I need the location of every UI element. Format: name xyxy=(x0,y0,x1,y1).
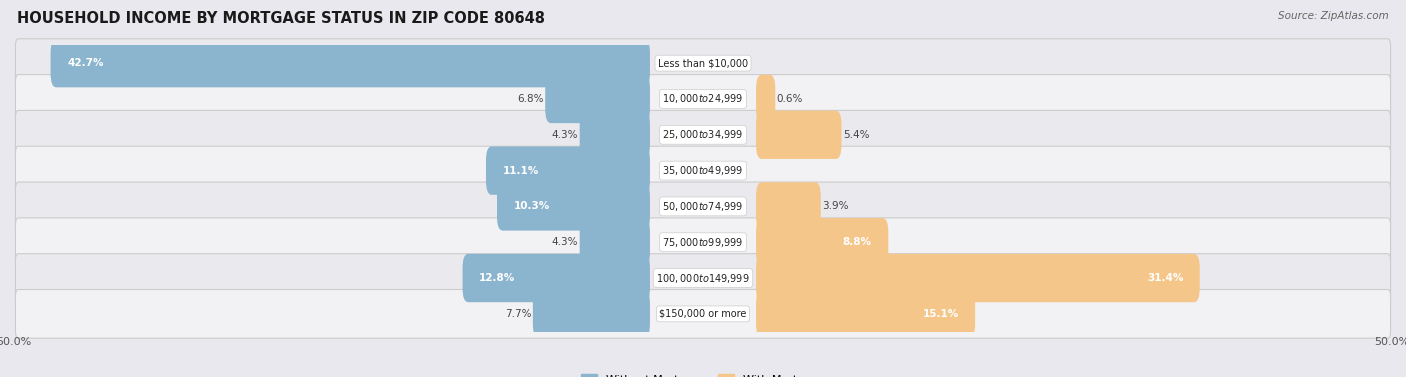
FancyBboxPatch shape xyxy=(15,110,1391,159)
Text: $25,000 to $34,999: $25,000 to $34,999 xyxy=(662,128,744,141)
Legend: Without Mortgage, With Mortgage: Without Mortgage, With Mortgage xyxy=(576,370,830,377)
FancyBboxPatch shape xyxy=(51,39,650,87)
FancyBboxPatch shape xyxy=(579,218,650,267)
Text: 6.8%: 6.8% xyxy=(517,94,544,104)
Text: $150,000 or more: $150,000 or more xyxy=(659,309,747,319)
Text: HOUSEHOLD INCOME BY MORTGAGE STATUS IN ZIP CODE 80648: HOUSEHOLD INCOME BY MORTGAGE STATUS IN Z… xyxy=(17,11,546,26)
FancyBboxPatch shape xyxy=(496,182,650,231)
FancyBboxPatch shape xyxy=(486,146,650,195)
FancyBboxPatch shape xyxy=(15,290,1391,338)
Text: 4.3%: 4.3% xyxy=(551,237,578,247)
Text: 4.3%: 4.3% xyxy=(551,130,578,140)
Text: 3.9%: 3.9% xyxy=(823,201,849,211)
FancyBboxPatch shape xyxy=(579,110,650,159)
FancyBboxPatch shape xyxy=(546,75,650,123)
Text: 42.7%: 42.7% xyxy=(67,58,104,68)
Text: 0.6%: 0.6% xyxy=(776,94,803,104)
Text: $35,000 to $49,999: $35,000 to $49,999 xyxy=(662,164,744,177)
Text: $100,000 to $149,999: $100,000 to $149,999 xyxy=(657,271,749,285)
FancyBboxPatch shape xyxy=(756,110,841,159)
FancyBboxPatch shape xyxy=(15,146,1391,195)
Text: 15.1%: 15.1% xyxy=(922,309,959,319)
FancyBboxPatch shape xyxy=(15,218,1391,267)
Text: Source: ZipAtlas.com: Source: ZipAtlas.com xyxy=(1278,11,1389,21)
Text: 31.4%: 31.4% xyxy=(1147,273,1184,283)
FancyBboxPatch shape xyxy=(756,290,976,338)
Text: 7.7%: 7.7% xyxy=(505,309,531,319)
Text: 10.3%: 10.3% xyxy=(513,201,550,211)
Text: $50,000 to $74,999: $50,000 to $74,999 xyxy=(662,200,744,213)
FancyBboxPatch shape xyxy=(15,75,1391,123)
FancyBboxPatch shape xyxy=(15,39,1391,87)
Text: 11.1%: 11.1% xyxy=(502,166,538,176)
Text: 8.8%: 8.8% xyxy=(842,237,872,247)
FancyBboxPatch shape xyxy=(463,254,650,302)
FancyBboxPatch shape xyxy=(756,218,889,267)
FancyBboxPatch shape xyxy=(15,254,1391,302)
Text: Less than $10,000: Less than $10,000 xyxy=(658,58,748,68)
FancyBboxPatch shape xyxy=(756,75,775,123)
FancyBboxPatch shape xyxy=(533,290,650,338)
FancyBboxPatch shape xyxy=(15,182,1391,231)
FancyBboxPatch shape xyxy=(756,254,1199,302)
Text: $75,000 to $99,999: $75,000 to $99,999 xyxy=(662,236,744,249)
Text: 5.4%: 5.4% xyxy=(842,130,869,140)
Text: $10,000 to $24,999: $10,000 to $24,999 xyxy=(662,92,744,106)
FancyBboxPatch shape xyxy=(756,182,821,231)
Text: 12.8%: 12.8% xyxy=(479,273,516,283)
